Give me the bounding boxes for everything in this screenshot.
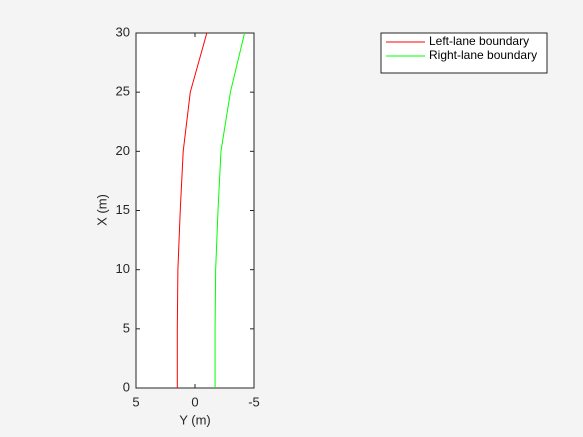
x-tick-label: 25 xyxy=(116,84,130,99)
x-tick-label: 5 xyxy=(123,320,130,335)
legend-label: Left-lane boundary xyxy=(429,34,529,48)
axes-box xyxy=(135,32,255,389)
axis-label: X (m) xyxy=(94,194,109,226)
lane-line xyxy=(176,32,208,388)
legend-box xyxy=(380,32,548,74)
axes-background xyxy=(136,33,254,388)
y-tick-label: -5 xyxy=(248,394,260,409)
y-tick-label: 5 xyxy=(132,394,139,409)
x-tick-label: 20 xyxy=(116,143,130,158)
x-tick-label: 30 xyxy=(116,24,130,39)
axis-label: Y (m) xyxy=(179,412,211,427)
legend-label: Right-lane boundary xyxy=(429,48,537,62)
x-tick-label: 0 xyxy=(123,379,130,394)
lane-line xyxy=(214,32,246,388)
y-tick-label: 0 xyxy=(191,394,198,409)
x-tick-label: 15 xyxy=(116,202,130,217)
x-tick-label: 10 xyxy=(116,261,130,276)
